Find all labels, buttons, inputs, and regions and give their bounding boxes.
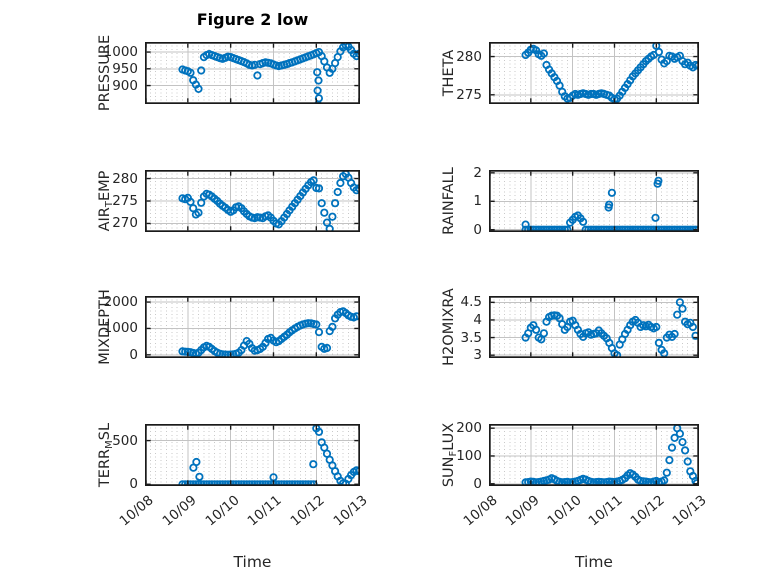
- pressure-series: [178, 42, 360, 104]
- tick-marks: [145, 425, 360, 485]
- terr-msl-plot: [145, 424, 360, 486]
- theta-series: [521, 42, 699, 104]
- major-grid: [145, 42, 360, 104]
- mixdepth-ytick-label: 2000: [103, 294, 138, 311]
- sun-flux-axis-label: SUNFLUX: [439, 375, 459, 535]
- mixdepth-ytick-label: 1000: [103, 320, 138, 337]
- mixdepth-plot: [145, 296, 360, 358]
- axis-label-text: MIXDEPTH: [97, 289, 113, 365]
- rainfall-ytick-label: 2: [473, 164, 482, 181]
- theta-plot: [489, 42, 699, 104]
- tick-marks: [489, 425, 699, 485]
- h2omixra-plot: [489, 296, 699, 358]
- h2omixra-ytick-label: 3.5: [460, 329, 482, 346]
- mixdepth-ytick-label: 0: [129, 346, 138, 363]
- axis-label-text: LUX: [441, 422, 457, 451]
- tick-marks: [489, 171, 699, 231]
- tick-marks: [489, 297, 699, 357]
- axis-label-subscript: M: [104, 440, 115, 449]
- terr-msl-series: [178, 424, 360, 486]
- axis-label-text: TERR: [97, 448, 113, 488]
- rainfall-series: [521, 176, 699, 232]
- terr-msl-ytick-label: 500: [112, 432, 138, 449]
- x-axis-title: Time: [233, 553, 272, 571]
- minor-grid: [493, 296, 694, 358]
- major-grid: [489, 296, 699, 358]
- axis-label-text: EMP: [97, 170, 113, 202]
- h2omixra-ytick-label: 3: [473, 347, 482, 364]
- axis-label-subscript: F: [448, 450, 459, 457]
- axis-label-text: THETA: [441, 49, 457, 97]
- axis-label-text: AIR: [97, 207, 113, 232]
- air-temp-ytick-label: 270: [112, 215, 138, 232]
- major-grid: [489, 424, 699, 486]
- tick-marks: [145, 171, 360, 231]
- air-temp-series: [178, 170, 360, 232]
- sun-flux-plot: [489, 424, 699, 486]
- h2omixra-ytick-label: 4.5: [460, 294, 482, 311]
- air-temp-plot: [145, 170, 360, 232]
- pressure-ytick-label: 950: [112, 60, 138, 77]
- h2omixra-ytick-label: 4: [473, 311, 482, 328]
- rainfall-ytick-label: 1: [473, 193, 482, 210]
- axis-label-text: SUN: [441, 456, 457, 488]
- h2omixra-series: [521, 298, 699, 358]
- tick-marks: [145, 43, 360, 103]
- air-temp-ytick-label: 275: [112, 193, 138, 209]
- figure-title: Figure 2 low: [196, 10, 309, 29]
- major-grid: [489, 170, 699, 232]
- major-grid: [145, 424, 360, 486]
- pressure-ytick-label: 1000: [103, 44, 138, 61]
- terr-msl-axis-label: TERRMSL: [95, 375, 115, 535]
- mixdepth-series: [178, 307, 360, 358]
- tick-marks: [145, 297, 360, 357]
- rainfall-ytick-label: 0: [473, 221, 482, 238]
- air-temp-ytick-label: 280: [112, 170, 138, 187]
- rainfall-plot: [489, 170, 699, 232]
- axis-label-text: RAINFALL: [441, 167, 457, 235]
- tick-marks: [489, 43, 699, 103]
- terr-msl-ytick-label: 0: [129, 476, 138, 493]
- x-axis-title: Time: [575, 553, 613, 571]
- sun-flux-ytick-label: 100: [456, 447, 482, 464]
- sun-flux-ytick-label: 0: [473, 475, 482, 492]
- sun-flux-ytick-label: 200: [456, 420, 482, 437]
- theta-ytick-label: 275: [456, 86, 482, 103]
- theta-ytick-label: 280: [456, 48, 482, 65]
- axis-label-text: H2OMIXRA: [441, 288, 457, 366]
- axis-label-text: SL: [97, 422, 113, 441]
- axis-label-subscript: T: [104, 201, 115, 208]
- pressure-plot: [145, 42, 360, 104]
- major-grid: [145, 170, 360, 232]
- axis-label-text: PRESSURE: [97, 34, 113, 112]
- pressure-ytick-label: 900: [112, 77, 138, 94]
